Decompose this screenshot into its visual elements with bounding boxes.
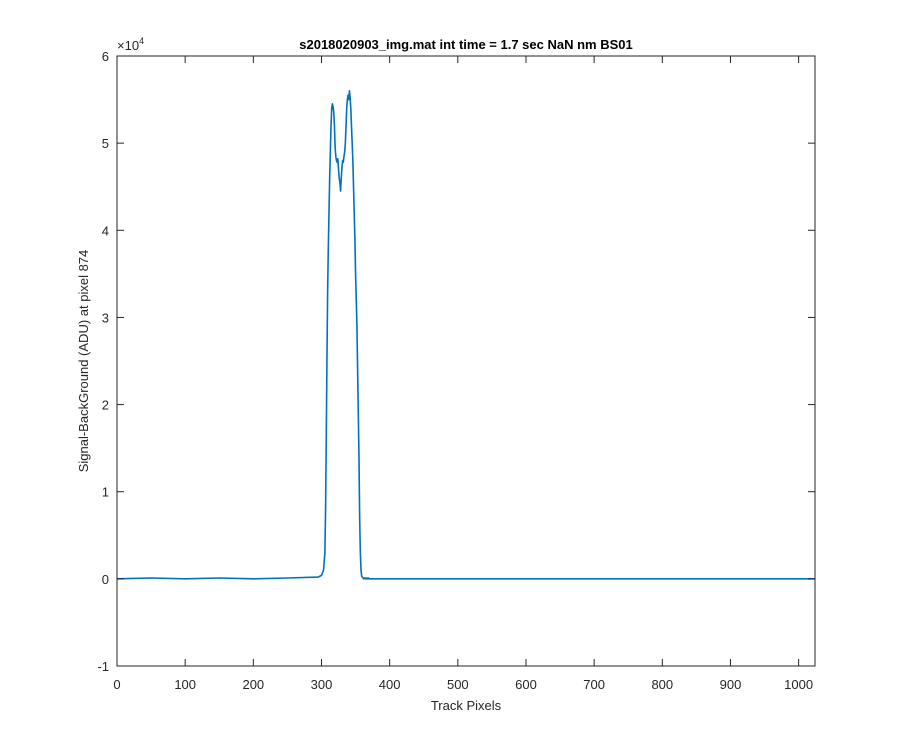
y-exponent-label: ×104 [117, 36, 144, 53]
svg-text:×104: ×104 [117, 36, 144, 53]
y-exponent-base: ×10 [117, 38, 139, 53]
y-tick-label: 4 [102, 223, 109, 238]
x-tick-label: 1000 [784, 677, 813, 692]
x-tick-label: 400 [379, 677, 401, 692]
x-tick-label: 200 [242, 677, 264, 692]
y-axis-label: Signal-BackGround (ADU) at pixel 874 [76, 250, 91, 473]
x-tick-label: 900 [720, 677, 742, 692]
x-tick-label: 0 [113, 677, 120, 692]
x-axis-label: Track Pixels [431, 698, 502, 713]
series-line [116, 90, 815, 580]
y-tick-label: 0 [102, 572, 109, 587]
x-tick-label: 800 [651, 677, 673, 692]
y-tick-label: 2 [102, 398, 109, 413]
plot-frame [116, 55, 816, 667]
y-tick-label: 5 [102, 136, 109, 151]
x-tick-label: 700 [583, 677, 605, 692]
chart-title: s2018020903_img.mat int time = 1.7 sec N… [299, 37, 633, 52]
y-tick-label: 3 [102, 310, 109, 325]
y-exponent-power: 4 [139, 36, 144, 46]
tick-layer: 0 100 200 300 400 500 600 700 800 900 1000 -1 0 1 2 3 4 5… [97, 49, 815, 692]
y-tick-label: -1 [97, 659, 109, 674]
x-tick-label: 100 [174, 677, 196, 692]
x-tick-label: 600 [515, 677, 537, 692]
y-tick-label: 6 [102, 49, 109, 64]
x-tick-label: 500 [447, 677, 469, 692]
x-tick-label: 300 [311, 677, 333, 692]
plot-area-background [117, 56, 815, 666]
y-tick-label: 1 [102, 485, 109, 500]
series-layer [116, 90, 815, 580]
